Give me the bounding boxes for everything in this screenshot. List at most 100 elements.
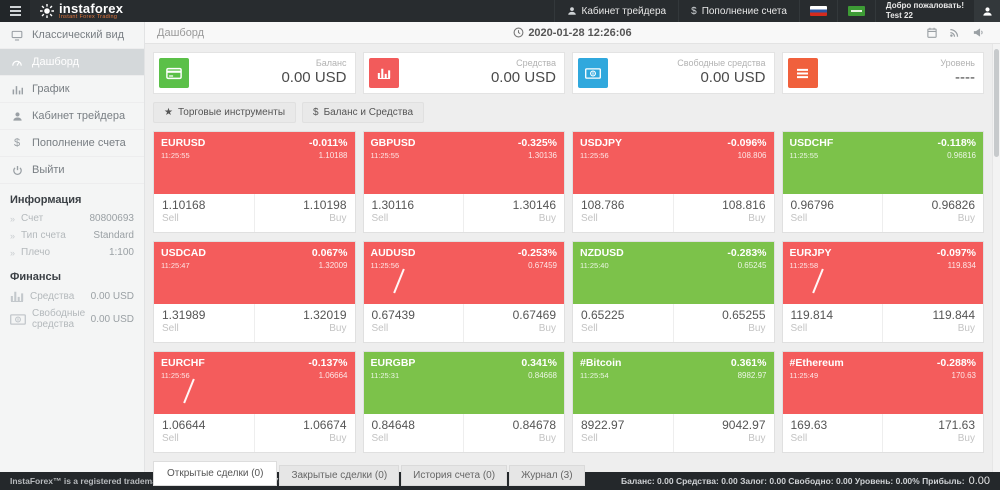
menu-toggle-button[interactable] <box>0 0 30 22</box>
quote-tile-usdchf[interactable]: USDCHF 11:25:55 -0.118% 0.96816 0.96796 … <box>781 131 984 233</box>
tile-change-percent: -0.097% <box>936 247 976 259</box>
stat-card-label: Свободные средства <box>677 58 766 68</box>
sidebar-info-header: Информация <box>10 194 82 206</box>
sell-button[interactable]: 1.10168 Sell <box>154 194 255 232</box>
brand-logo[interactable]: instaforex Instant Forex Trading <box>30 0 133 22</box>
sell-button[interactable]: 0.96796 Sell <box>783 194 884 232</box>
quote-tile-gbpusd[interactable]: GBPUSD 11:25:55 -0.325% 1.30136 1.30116 … <box>362 131 565 233</box>
tile-change-percent: -0.011% <box>308 137 348 149</box>
language-russian-button[interactable] <box>798 0 837 22</box>
sell-button[interactable]: 1.30116 Sell <box>364 194 465 232</box>
buy-button[interactable]: 1.10198 Buy <box>255 194 355 232</box>
avatar-button[interactable] <box>974 0 1000 22</box>
info-label: Тип счета <box>21 230 66 241</box>
buy-button[interactable]: 1.30146 Buy <box>464 194 564 232</box>
topbar-deposit[interactable]: $ Пополнение счета <box>678 0 799 22</box>
tab-open-trades[interactable]: Открытые сделки (0) <box>153 461 278 486</box>
buy-button[interactable]: 1.06674 Buy <box>255 414 355 452</box>
sell-label: Sell <box>162 433 179 444</box>
scrollbar-thumb[interactable] <box>994 49 999 157</box>
stat-card-label: Баланс <box>315 58 347 68</box>
sell-button[interactable]: 1.31989 Sell <box>154 304 255 342</box>
sidebar-item-chart[interactable]: График <box>0 76 144 103</box>
buy-button[interactable]: 171.63 Buy <box>883 414 983 452</box>
tile-change-percent: 0.361% <box>730 357 767 369</box>
sell-price: 1.31989 <box>162 308 206 322</box>
calendar-icon[interactable] <box>927 27 937 38</box>
tile-change-percent: -0.283% <box>727 247 767 259</box>
footer-account-stats: Баланс: 0.00 Средства: 0.00 Залог: 0.00 … <box>621 475 990 487</box>
quote-tile-eurchf[interactable]: EURCHF 11:25:56 -0.137% 1.06664 1.06644 … <box>153 351 356 453</box>
buy-price: 171.63 <box>938 418 975 432</box>
sidebar: Классический вид Дашборд График Кабинет … <box>0 22 145 472</box>
finance-value: 0.00 USD <box>90 290 134 302</box>
finance-label: Свободные средства <box>32 308 86 330</box>
buy-price: 1.30146 <box>512 198 556 212</box>
quote-tile-eurgbp[interactable]: EURGBP 11:25:31 0.341% 0.84668 0.84648 S… <box>362 351 565 453</box>
quote-tile-usdcad[interactable]: USDCAD 11:25:47 0.067% 1.32009 1.31989 S… <box>153 241 356 343</box>
chevron-right-icon: » <box>10 247 16 258</box>
tile-change-percent: 0.341% <box>521 357 557 369</box>
buy-label: Buy <box>957 213 975 224</box>
stat-card-value: 0.00 USD <box>281 69 347 87</box>
sell-button[interactable]: 108.786 Sell <box>573 194 674 232</box>
tab-journal[interactable]: Журнал (3) <box>509 465 585 486</box>
quote-tile-bitcoin[interactable]: #Bitcoin 11:25:54 0.361% 8982.97 8922.97… <box>572 351 775 453</box>
topbar-trader-cabinet[interactable]: Кабинет трейдера <box>553 0 679 22</box>
welcome-text: Добро пожаловать! <box>885 1 964 11</box>
vertical-scrollbar[interactable] <box>992 44 1000 472</box>
buy-label: Buy <box>329 433 347 444</box>
sell-button[interactable]: 0.65225 Sell <box>573 304 674 342</box>
tab-account-history[interactable]: История счета (0) <box>401 465 508 486</box>
bar-chart-icon <box>368 58 399 88</box>
quote-tile-usdjpy[interactable]: USDJPY 11:25:56 -0.096% 108.806 108.786 … <box>572 131 775 233</box>
tab-closed-trades[interactable]: Закрытые сделки (0) <box>279 465 400 486</box>
buy-button[interactable]: 0.84678 Buy <box>464 414 564 452</box>
buy-button[interactable]: 1.32019 Buy <box>255 304 355 342</box>
sidebar-item-trader-cabinet[interactable]: Кабинет трейдера <box>0 103 144 130</box>
tile-change-percent: 0.067% <box>311 247 348 259</box>
sell-button[interactable]: 0.67439 Sell <box>364 304 465 342</box>
tile-symbol: USDCHF <box>789 137 834 149</box>
buy-button[interactable]: 119.844 Buy <box>883 304 983 342</box>
tile-change-percent: -0.118% <box>937 137 976 149</box>
tile-symbol: EURGBP <box>370 357 416 369</box>
info-value: 1:100 <box>108 247 134 258</box>
buy-button[interactable]: 0.96826 Buy <box>883 194 983 232</box>
megaphone-icon[interactable] <box>972 27 984 38</box>
sell-label: Sell <box>371 323 389 334</box>
sidebar-item-dashboard[interactable]: Дашборд <box>0 49 144 76</box>
sidebar-item-deposit[interactable]: $ Пополнение счета <box>0 130 144 157</box>
sidebar-item-label: Классический вид <box>32 29 125 41</box>
sell-button[interactable]: 169.63 Sell <box>783 414 884 452</box>
sidebar-item-classic-view[interactable]: Классический вид <box>0 22 144 49</box>
sell-button[interactable]: 0.84648 Sell <box>364 414 465 452</box>
sidebar-finance-list: Средства 0.00 USD Свободные средства 0.0… <box>0 287 144 333</box>
buy-button[interactable]: 0.67469 Buy <box>464 304 564 342</box>
buy-button[interactable]: 0.65255 Buy <box>674 304 774 342</box>
quote-tile-audusd[interactable]: AUDUSD 11:25:56 -0.253% 0.67459 0.67439 … <box>362 241 565 343</box>
quote-tile-ethereum[interactable]: #Ethereum 11:25:49 -0.288% 170.63 169.63… <box>781 351 984 453</box>
buy-button[interactable]: 108.816 Buy <box>674 194 774 232</box>
stat-card-free-margin: Свободные средства 0.00 USD <box>572 52 775 94</box>
tile-time: 11:25:54 <box>580 371 609 380</box>
trading-instruments-button[interactable]: ★ Торговые инструменты <box>153 102 296 123</box>
buy-button[interactable]: 9042.97 Buy <box>674 414 774 452</box>
avatar-icon <box>982 6 993 17</box>
language-alt-button[interactable] <box>836 0 875 22</box>
quote-tile-nzdusd[interactable]: NZDUSD 11:25:40 -0.283% 0.65245 0.65225 … <box>572 241 775 343</box>
rss-icon[interactable] <box>949 27 960 38</box>
sell-label: Sell <box>371 433 389 444</box>
sell-button[interactable]: 8922.97 Sell <box>573 414 674 452</box>
balance-equity-button[interactable]: $ Баланс и Средства <box>302 102 425 123</box>
sell-button[interactable]: 1.06644 Sell <box>154 414 255 452</box>
credit-card-icon <box>159 58 189 88</box>
sidebar-item-logout[interactable]: Выйти <box>0 157 144 184</box>
buy-label: Buy <box>538 213 556 224</box>
buy-price: 108.816 <box>722 198 766 212</box>
finance-label: Средства <box>30 290 75 302</box>
sell-price: 108.786 <box>581 198 625 212</box>
sell-button[interactable]: 119.814 Sell <box>783 304 884 342</box>
quote-tile-eurusd[interactable]: EURUSD 11:25:55 -0.011% 1.10188 1.10168 … <box>153 131 356 233</box>
quote-tile-eurjpy[interactable]: EURJPY 11:25:58 -0.097% 119.834 119.814 … <box>781 241 984 343</box>
